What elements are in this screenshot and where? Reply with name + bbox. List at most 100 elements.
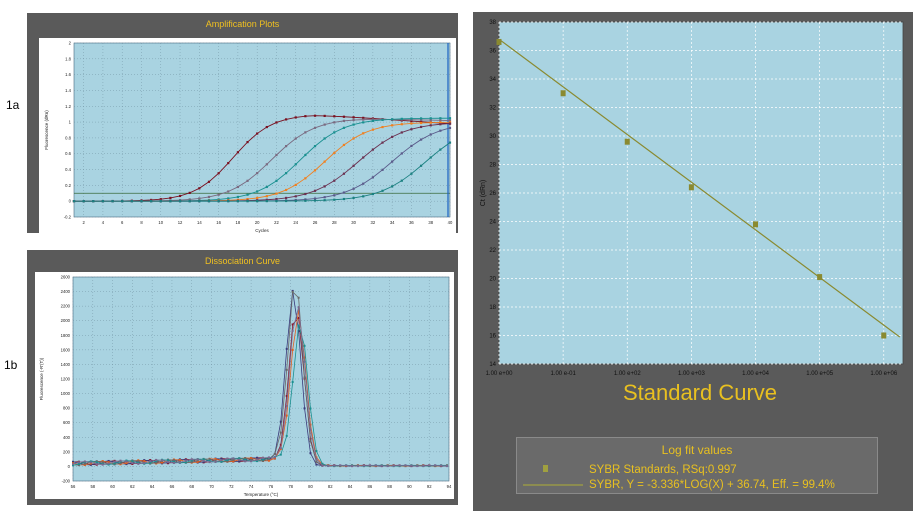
amp-series-point: [429, 117, 432, 120]
amp-series-point: [323, 137, 326, 140]
amp-series-point: [236, 200, 239, 203]
dissociation-panel: Dissociation Curve 56 58 60 62 64 66 68 70 72 74 7…: [27, 250, 458, 505]
dis-series-point: [285, 414, 288, 417]
dis-series-point: [279, 446, 282, 449]
dis-series-point: [172, 459, 175, 462]
dis-series-point: [190, 461, 193, 464]
dis-series-point: [77, 462, 80, 465]
std-data-point: [817, 274, 823, 281]
dis-series-point: [208, 459, 211, 462]
dis-y-tick-label: 1200: [61, 377, 71, 382]
dis-series-point: [220, 460, 223, 463]
dis-series-point: [315, 458, 318, 461]
dis-series-point: [172, 460, 175, 463]
dis-series-point: [178, 461, 181, 464]
amp-series-point: [448, 141, 452, 144]
dis-series-point: [291, 290, 294, 293]
dis-series-point: [214, 458, 217, 461]
std-y-tick-label: 26: [489, 191, 496, 197]
amp-series-point: [381, 118, 384, 122]
amp-series-point: [381, 125, 384, 129]
dis-y-tick-label: 1400: [61, 362, 71, 367]
dis-y-tick-label: 1000: [61, 391, 71, 396]
amp-series-point: [333, 131, 336, 134]
amp-series-point: [92, 200, 95, 203]
amp-series-point: [265, 163, 268, 166]
amp-series-point: [371, 118, 374, 121]
amp-series-point: [362, 195, 365, 198]
amp-series-point: [188, 198, 191, 201]
amp-series-point: [188, 200, 191, 203]
dis-series-point: [273, 456, 276, 459]
std-y-tick-label: 22: [489, 248, 496, 254]
std-y-tick-label: 18: [489, 305, 496, 311]
amplification-panel: Amplification Plots 2 4 6 8 10 12 14 16 18 20 22 24…: [27, 13, 458, 233]
amp-series-point: [304, 192, 307, 196]
amp-series-point: [111, 200, 114, 203]
amp-series-point: [381, 189, 384, 192]
dis-series-point: [89, 461, 92, 464]
dis-x-tick-label: 68: [189, 484, 194, 489]
dis-series-point: [410, 464, 413, 467]
dis-x-tick-label: 82: [328, 484, 333, 489]
dis-series-point: [345, 464, 348, 467]
amp-y-tick-label: 1: [69, 120, 72, 125]
dis-series-point: [291, 323, 294, 326]
std-fit-line: [499, 39, 901, 338]
dis-x-tick-label: 64: [150, 484, 155, 489]
amp-series-point: [246, 200, 249, 203]
amp-series-point: [333, 198, 336, 201]
dis-y-tick-label: -200: [62, 479, 71, 484]
dissociation-chart: 56 58 60 62 64 66 68 70 72 74 76 78 80 82 84 86 88 90 92 94…: [35, 272, 454, 499]
dis-series-point: [297, 316, 300, 319]
amp-series-point: [400, 179, 403, 182]
amp-series-point: [352, 123, 355, 126]
amp-series-point: [265, 200, 268, 203]
dis-series-point: [166, 459, 169, 462]
dis-series-point: [404, 464, 407, 467]
amp-series-point: [371, 128, 374, 131]
amp-y-axis-label: Fluorescence (dRn): [44, 110, 49, 150]
dis-series-point: [250, 457, 253, 460]
dis-series-point: [155, 459, 158, 462]
amp-series-point: [294, 116, 297, 119]
std-y-tick-label: 32: [489, 106, 496, 112]
amp-series-point: [439, 117, 442, 120]
amp-series-point: [198, 197, 201, 200]
dis-x-tick-label: 84: [348, 484, 353, 489]
dis-series-point: [226, 457, 229, 460]
amp-series-point: [323, 123, 326, 126]
amp-series-point: [227, 197, 230, 200]
amp-x-tick-label: 4: [102, 220, 105, 225]
amp-series-point: [448, 126, 452, 130]
dis-series-point: [178, 459, 181, 462]
amp-series-point: [304, 177, 307, 180]
dis-series-point: [89, 460, 92, 463]
amplification-chart: 2 4 6 8 10 12 14 16 18 20 22 24 26 28 30 32 34 36 38 40-0.2…: [39, 38, 456, 233]
amp-series-point: [410, 144, 413, 148]
dis-series-point: [232, 458, 235, 461]
amp-series-point: [362, 182, 365, 185]
dis-series-point: [107, 461, 110, 464]
dis-series-point: [256, 460, 259, 463]
dis-y-tick-label: 2000: [61, 318, 71, 323]
amp-series-point: [333, 194, 336, 197]
standard-curve-chart: 1.00 e+00 1.00 e-01 1.00 e+02 1.00 e+03 1.00…: [480, 20, 904, 377]
dis-series-point: [202, 459, 205, 462]
amp-series-point: [313, 126, 317, 129]
amp-series-point: [381, 141, 384, 144]
amp-series-point: [207, 200, 211, 203]
amp-series-point: [342, 119, 346, 122]
dis-x-tick-label: 80: [308, 484, 313, 489]
amp-series-point: [294, 195, 297, 198]
amp-x-axis-label: Cycles: [255, 228, 269, 233]
dis-series-point: [244, 458, 247, 461]
std-y-tick-label: 36: [489, 49, 496, 55]
amp-series-point: [275, 121, 278, 124]
amp-x-tick-label: 30: [351, 220, 356, 225]
dis-series-point: [279, 431, 282, 434]
std-x-tick-label: 1.00 e+00: [486, 371, 514, 377]
dis-series-point: [196, 458, 199, 461]
dis-series-point: [256, 456, 259, 459]
dis-series-point: [149, 461, 152, 464]
